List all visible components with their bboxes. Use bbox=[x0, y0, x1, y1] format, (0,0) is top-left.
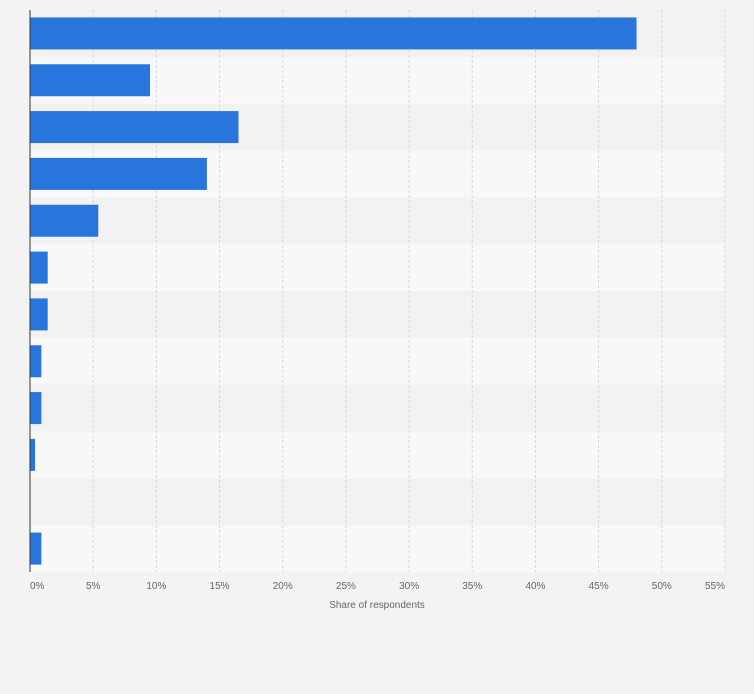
bar[interactable] bbox=[30, 157, 207, 190]
row-band bbox=[30, 337, 725, 385]
bar[interactable] bbox=[30, 392, 42, 425]
x-tick-label: 20% bbox=[273, 581, 293, 592]
row-band bbox=[30, 478, 725, 526]
row-band bbox=[30, 431, 725, 479]
row-band bbox=[30, 197, 725, 245]
x-tick-label: 40% bbox=[525, 581, 545, 592]
bar[interactable] bbox=[30, 298, 48, 331]
x-tick-label: 55% bbox=[705, 581, 725, 592]
x-tick-label: 10% bbox=[146, 581, 166, 592]
x-axis-title: Share of respondents bbox=[329, 600, 425, 611]
bar[interactable] bbox=[30, 532, 42, 565]
x-tick-label: 0% bbox=[30, 581, 45, 592]
x-tick-labels: 0% 5% 10% 15% 20% 25% 30% 35% 40% 45% 50% 55% bbox=[30, 581, 725, 592]
bar[interactable] bbox=[30, 17, 637, 50]
bar[interactable] bbox=[30, 251, 48, 284]
bar[interactable] bbox=[30, 111, 239, 144]
bar[interactable] bbox=[30, 204, 99, 237]
row-band bbox=[30, 525, 725, 572]
x-tick-label: 5% bbox=[86, 581, 101, 592]
bar[interactable] bbox=[30, 345, 42, 378]
bar[interactable] bbox=[30, 438, 36, 471]
x-tick-label: 50% bbox=[652, 581, 672, 592]
bar[interactable] bbox=[30, 64, 151, 97]
x-tick-label: 45% bbox=[589, 581, 609, 592]
gridlines bbox=[92, 10, 726, 572]
bars bbox=[30, 17, 637, 565]
row-band bbox=[30, 384, 725, 432]
x-tick-label: 25% bbox=[336, 581, 356, 592]
x-tick-label: 15% bbox=[210, 581, 230, 592]
row-bands bbox=[30, 10, 725, 572]
row-band bbox=[30, 244, 725, 291]
x-tick-label: 35% bbox=[462, 581, 482, 592]
row-band bbox=[30, 291, 725, 338]
x-tick-label: 30% bbox=[399, 581, 419, 592]
